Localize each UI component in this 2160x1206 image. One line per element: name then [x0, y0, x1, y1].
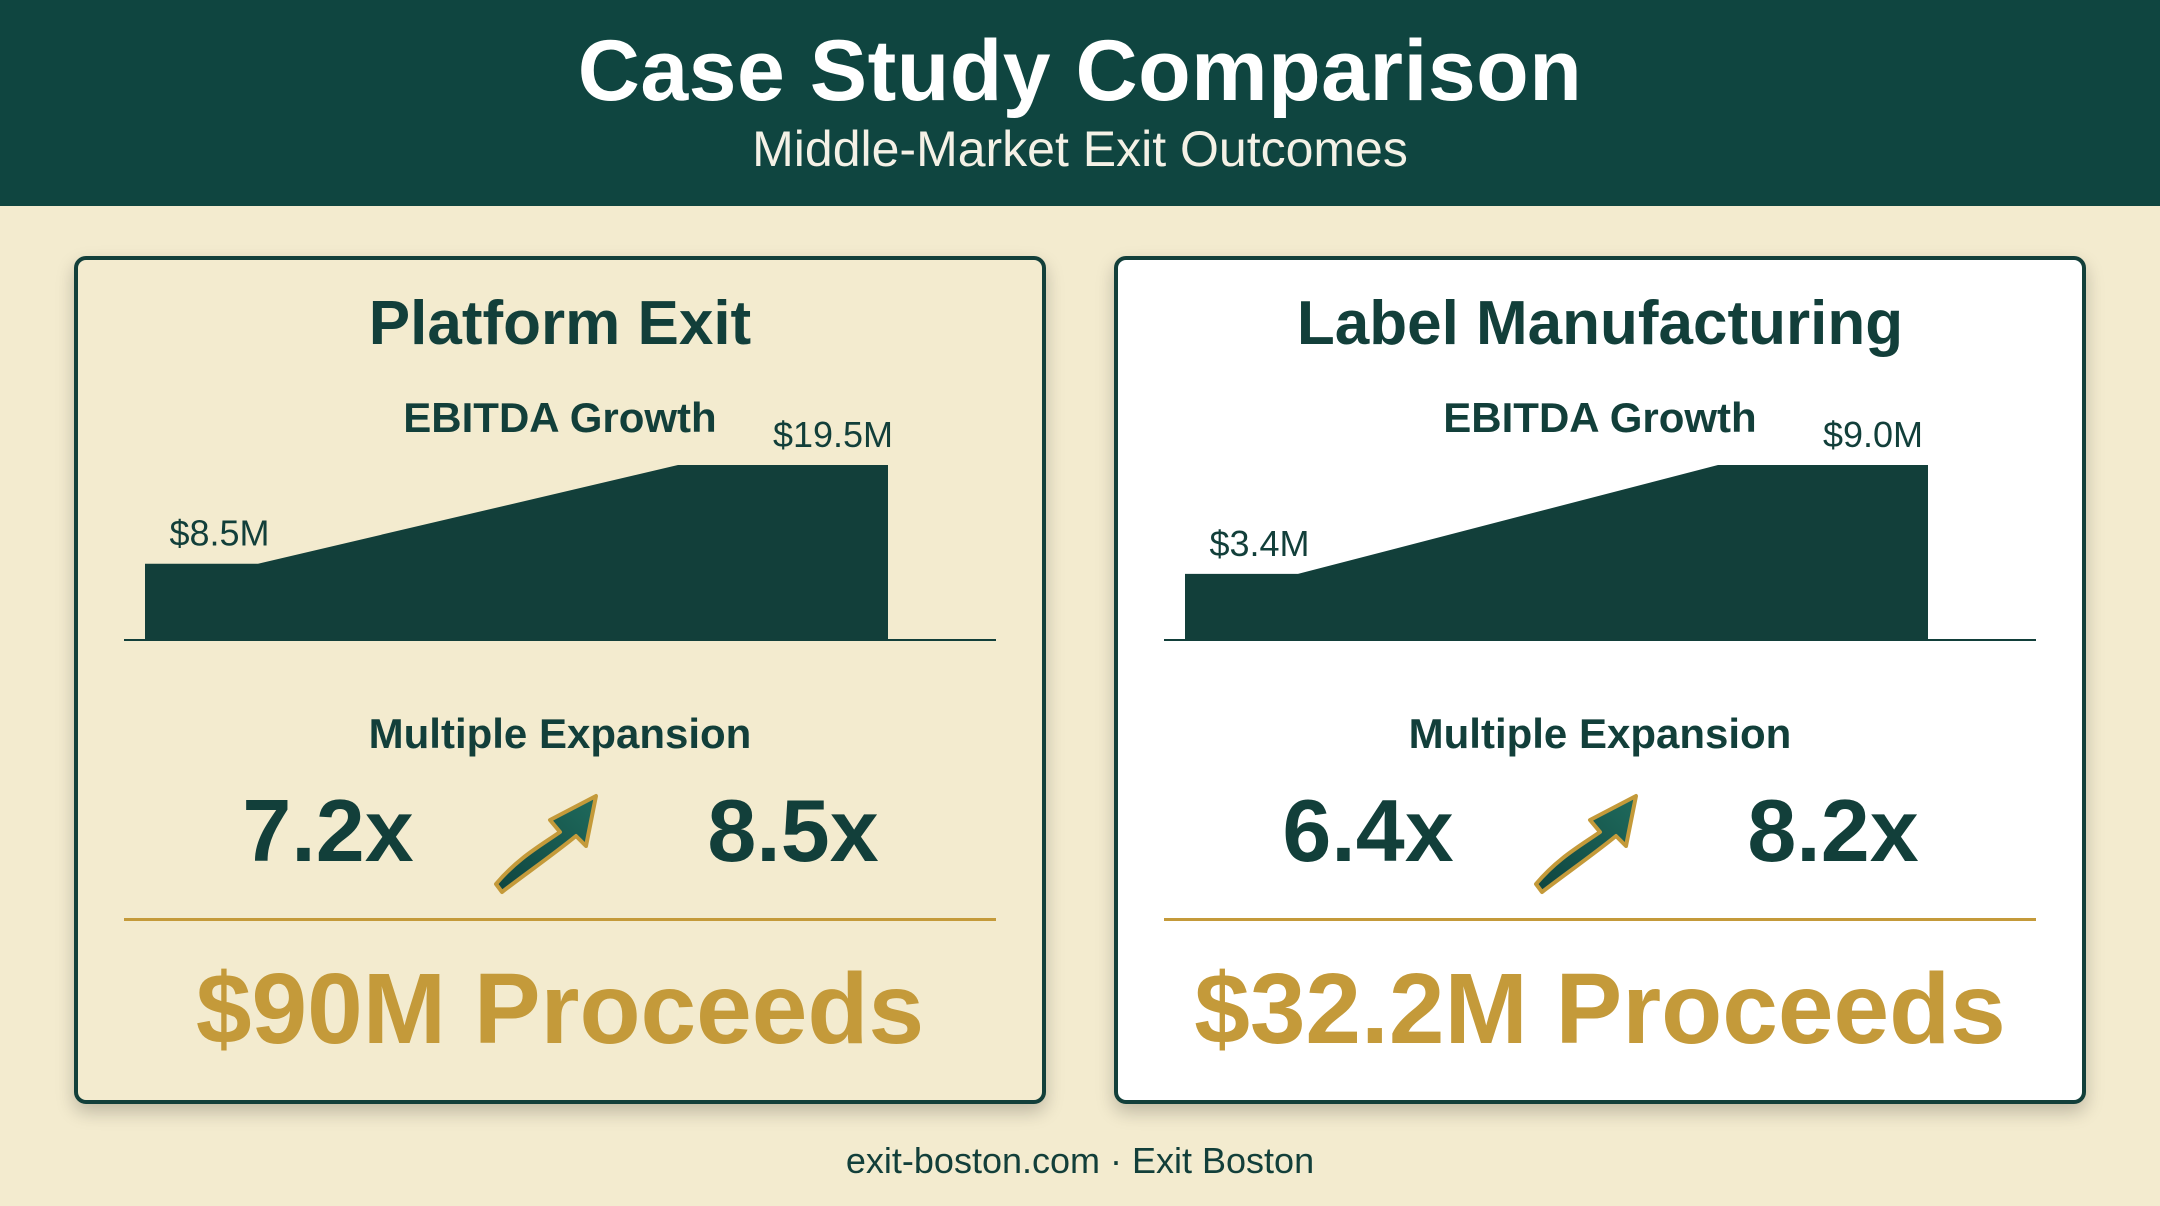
- ebitda-start-label: $8.5M: [169, 513, 269, 554]
- trend-up-arrow-icon: [1534, 794, 1638, 894]
- ebitda-growth-label: EBITDA Growth: [403, 394, 717, 441]
- multiple-to-value: 8.5x: [707, 781, 879, 880]
- ebitda-end-label: $19.5M: [773, 414, 893, 455]
- card-title: Platform Exit: [368, 289, 752, 358]
- header-banner: Case Study Comparison Middle-Market Exit…: [0, 0, 2160, 206]
- proceeds-value: $32.2M Proceeds: [1194, 953, 2006, 1065]
- multiple-expansion-label: Multiple Expansion: [368, 710, 752, 757]
- proceeds-value: $90M Proceeds: [195, 953, 925, 1065]
- ebitda-growth-chart: $8.5M $19.5M: [124, 414, 996, 641]
- trend-up-arrow-icon: [494, 794, 598, 894]
- card-title: Label Manufacturing: [1296, 289, 1904, 358]
- page-subtitle: Middle-Market Exit Outcomes: [752, 121, 1408, 177]
- ebitda-area: [1185, 465, 1928, 640]
- multiple-from-value: 6.4x: [1282, 781, 1454, 880]
- case-card-platform-exit: Platform Exit EBITDA Growth $8.5M $19.5M…: [74, 256, 1046, 1104]
- ebitda-growth-chart: $3.4M $9.0M: [1164, 414, 2036, 641]
- multiple-from-value: 7.2x: [242, 781, 414, 880]
- multiple-expansion-row: 7.2x 8.5x: [78, 780, 1042, 900]
- ebitda-end-label: $9.0M: [1823, 414, 1923, 455]
- ebitda-start-label: $3.4M: [1209, 523, 1309, 564]
- ebitda-area: [145, 465, 888, 640]
- multiple-expansion-row: 6.4x 8.2x: [1118, 780, 2082, 900]
- gold-divider: [1164, 918, 2036, 921]
- ebitda-growth-label: EBITDA Growth: [1443, 394, 1757, 441]
- footer-credit: exit-boston.com · Exit Boston: [845, 1140, 1315, 1181]
- case-card-label-manufacturing: Label Manufacturing EBITDA Growth $3.4M …: [1114, 256, 2086, 1104]
- gold-divider: [124, 918, 996, 921]
- multiple-to-value: 8.2x: [1747, 781, 1919, 880]
- multiple-expansion-label: Multiple Expansion: [1408, 710, 1792, 757]
- page-title: Case Study Comparison: [577, 23, 1583, 119]
